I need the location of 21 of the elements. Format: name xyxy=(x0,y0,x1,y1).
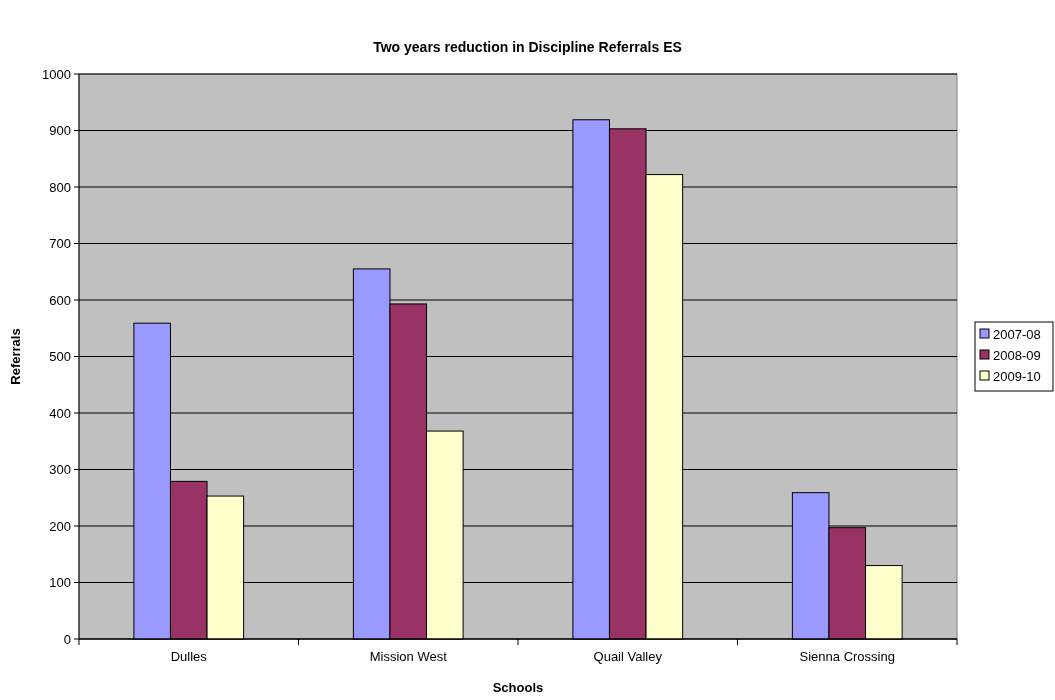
x-tick-label: Dulles xyxy=(170,649,208,664)
y-tick-label: 100 xyxy=(49,575,71,591)
y-tick-label: 500 xyxy=(49,349,71,365)
chart-title: Two years reduction in Discipline Referrals ES xyxy=(373,39,682,55)
y-tick-label: 800 xyxy=(49,179,71,195)
y-tick-label: 400 xyxy=(49,405,71,421)
legend-label: 2009-10 xyxy=(993,368,1041,384)
y-axis-title: Referrals xyxy=(8,328,23,385)
y-tick-label: 300 xyxy=(49,462,71,478)
y-tick-label: 900 xyxy=(49,123,71,139)
x-tick-label: Sienna Crossing xyxy=(799,649,895,664)
y-tick-label: 600 xyxy=(49,292,71,308)
y-tick-label: 1000 xyxy=(42,66,71,82)
x-axis-title: Schools xyxy=(492,680,544,695)
y-tick-label: 200 xyxy=(49,518,71,534)
legend-label: 2007-08 xyxy=(993,326,1041,342)
y-tick-label: 700 xyxy=(49,236,71,252)
legend-label: 2008-09 xyxy=(993,347,1041,363)
x-tick-label: Mission West xyxy=(369,649,448,664)
y-tick-label: 0 xyxy=(63,631,71,647)
x-tick-label: Quail Valley xyxy=(593,649,663,664)
